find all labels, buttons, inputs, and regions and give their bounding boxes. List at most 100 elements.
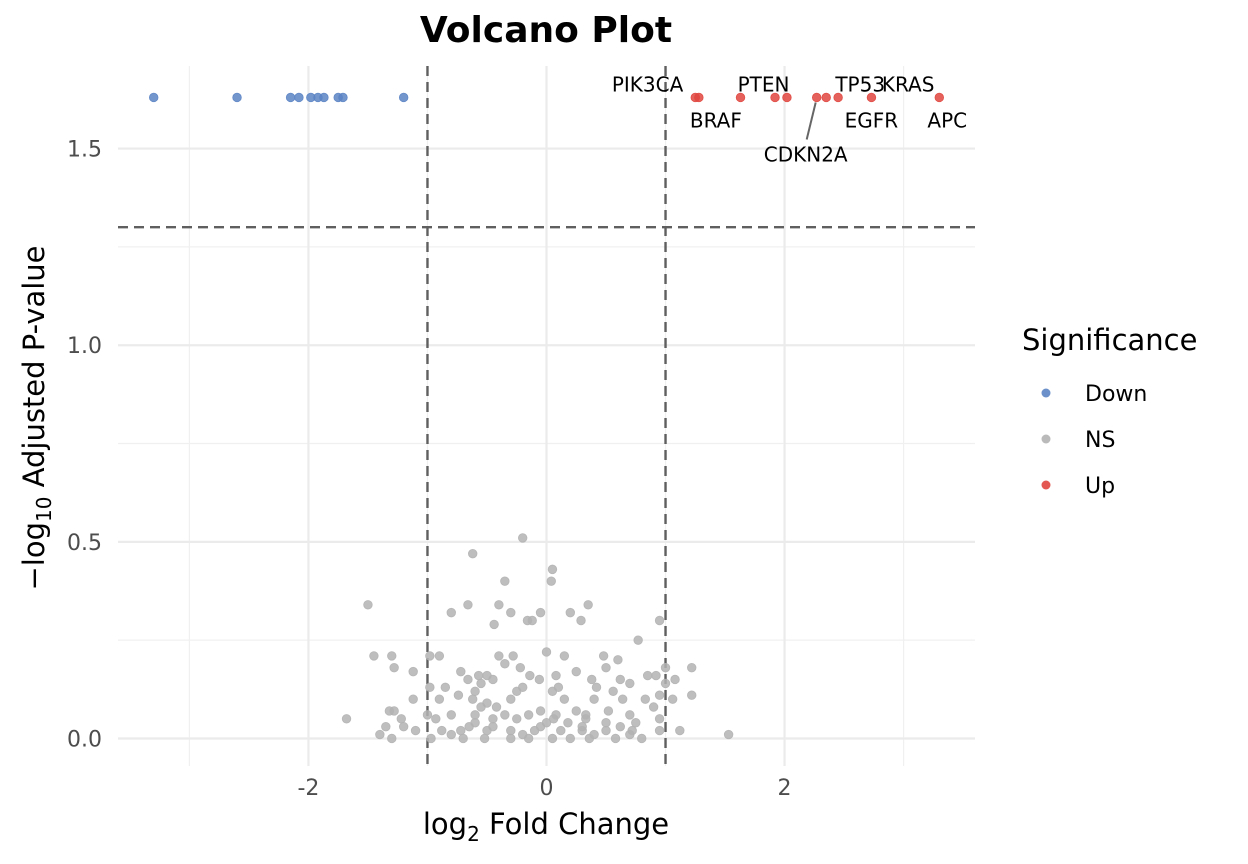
data-point-ns <box>670 674 680 685</box>
data-point-ns <box>491 702 502 712</box>
data-point-ns <box>654 714 665 724</box>
data-point-ns <box>687 662 697 673</box>
data-point-down <box>285 92 296 103</box>
data-point-ns <box>637 733 647 744</box>
data-point-ns <box>488 714 498 724</box>
data-point-up <box>934 92 944 103</box>
y-tick-label: 1.0 <box>67 334 102 359</box>
data-point-ns <box>723 729 734 740</box>
data-point-ns <box>468 548 478 559</box>
data-point-ns <box>375 729 385 740</box>
data-point-ns <box>577 721 587 732</box>
data-point-ns <box>506 725 516 736</box>
data-point-ns <box>476 702 486 712</box>
gene-label-cdkn2a: CDKN2A <box>764 142 848 166</box>
data-point-ns <box>446 607 456 618</box>
data-point-ns <box>667 694 678 704</box>
legend-title: Significance <box>1022 323 1197 357</box>
data-point-ns <box>387 733 397 744</box>
data-point-ns <box>500 576 510 586</box>
data-point-ns <box>631 718 641 728</box>
legend-key-ns <box>1041 434 1051 444</box>
data-point-ns <box>535 706 546 716</box>
data-point-ns <box>422 710 433 720</box>
gene-label-kras: KRAS <box>882 72 935 96</box>
data-point-ns <box>522 615 533 626</box>
data-point-down <box>338 92 348 103</box>
data-point-ns <box>541 718 552 728</box>
x-tick-label: -2 <box>297 776 319 801</box>
data-point-ns <box>437 725 447 736</box>
gene-label-pik3ca: PIK3CA <box>612 72 684 96</box>
data-point-up <box>770 92 780 103</box>
data-point-ns <box>500 710 510 720</box>
data-point-ns <box>576 615 586 626</box>
data-point-ns <box>608 686 618 696</box>
data-point-ns <box>581 714 591 724</box>
legend-key-up <box>1041 480 1051 490</box>
data-point-ns <box>660 662 671 673</box>
data-point-ns <box>589 694 599 704</box>
data-point-ns <box>500 659 510 669</box>
data-point-ns <box>479 733 490 744</box>
data-point-up <box>821 92 831 103</box>
data-point-ns <box>675 725 685 736</box>
data-point-ns <box>456 666 466 677</box>
data-point-ns <box>517 533 528 543</box>
data-point-ns <box>398 721 409 732</box>
data-point-up <box>735 92 746 103</box>
data-point-ns <box>470 686 480 696</box>
data-point-ns <box>506 733 516 744</box>
data-point-ns <box>408 666 418 677</box>
data-point-ns <box>470 718 480 728</box>
grid <box>118 66 975 766</box>
data-point-ns <box>613 655 623 665</box>
legend-label-ns: NS <box>1085 428 1115 453</box>
data-point-ns <box>648 702 659 712</box>
data-point-ns <box>654 725 665 736</box>
data-point-ns <box>640 694 650 704</box>
x-tick-label: 2 <box>778 776 792 801</box>
data-point-ns <box>546 576 556 586</box>
data-point-ns <box>587 674 597 685</box>
data-point-ns <box>517 729 528 740</box>
data-point-ns <box>463 600 473 610</box>
data-point-ns <box>615 721 625 732</box>
data-point-ns <box>687 690 697 700</box>
data-point-ns <box>341 714 352 724</box>
data-point-ns <box>488 674 498 685</box>
data-point-down <box>232 92 242 103</box>
data-point-ns <box>556 725 566 736</box>
data-points <box>149 92 944 744</box>
data-point-ns <box>396 714 406 724</box>
data-point-ns <box>431 714 441 724</box>
data-point-ns <box>651 670 661 681</box>
data-point-ns <box>515 662 526 673</box>
data-point-ns <box>387 651 397 661</box>
data-point-ns <box>489 619 499 630</box>
data-point-down <box>319 92 329 103</box>
gene-label-pten: PTEN <box>738 72 790 96</box>
data-point-ns <box>425 682 435 693</box>
data-point-ns <box>571 706 581 716</box>
data-point-ns <box>547 733 558 744</box>
data-point-down <box>294 92 304 103</box>
data-point-ns <box>625 710 635 720</box>
data-point-ns <box>453 690 464 700</box>
data-point-ns <box>642 670 653 681</box>
data-point-ns <box>591 682 602 693</box>
data-point-ns <box>426 733 436 744</box>
data-point-ns <box>615 674 625 685</box>
data-point-ns <box>363 600 373 610</box>
gene-label-braf: BRAF <box>690 108 742 132</box>
data-point-ns <box>410 725 421 736</box>
data-point-ns <box>458 733 468 744</box>
data-point-ns <box>541 647 552 657</box>
data-point-ns <box>654 615 665 626</box>
data-point-ns <box>512 686 522 696</box>
data-point-ns <box>589 729 599 740</box>
data-point-ns <box>381 721 391 732</box>
data-point-ns <box>425 651 435 661</box>
